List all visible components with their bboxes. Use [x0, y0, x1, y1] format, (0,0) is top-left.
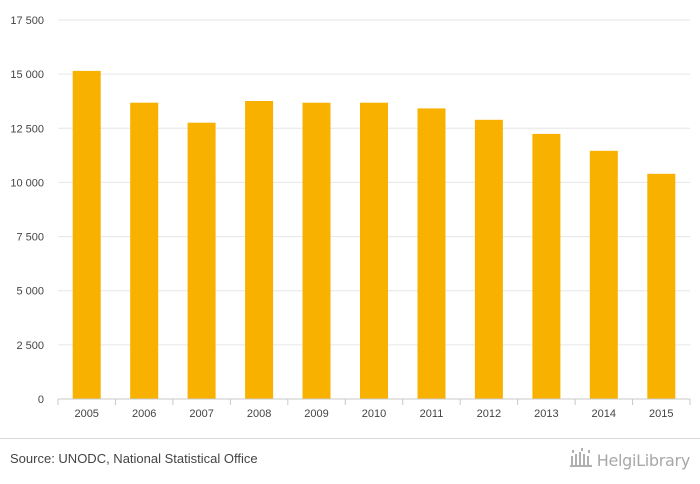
- bar-2013: [532, 133, 561, 399]
- bar-chart: 0 2 500 5 000 7 500 10 000 12 500 15 000 17 500…: [10, 15, 691, 420]
- bar-2008: [245, 101, 274, 399]
- x-axis-ticks: 2005 2006 2007 2008 2009 2010 2011 2012 2013 2014…: [57, 399, 691, 420]
- footer: Source: UNODC, National Statistical Offi…: [0, 438, 700, 484]
- y-tick-label: 17 500: [10, 15, 44, 27]
- bar-2010: [360, 102, 388, 399]
- y-tick-label: 5 000: [16, 286, 44, 298]
- y-axis-ticks: 0 2 500 5 000 7 500 10 000 12 500 15 000 17 500: [10, 15, 44, 406]
- brand-name: HelgiLibrary: [596, 451, 691, 470]
- x-tick-label: 2010: [362, 408, 386, 420]
- bars: [72, 70, 676, 400]
- x-tick-label: 2005: [74, 408, 98, 420]
- source-text: Source: UNODC, National Statistical Offi…: [10, 451, 258, 466]
- y-tick-label: 10 000: [10, 177, 44, 189]
- bar-2007: [187, 122, 216, 399]
- x-tick-label: 2015: [649, 408, 673, 420]
- x-tick-label: 2008: [247, 408, 271, 420]
- library-building-icon: [569, 448, 593, 473]
- x-tick-label: 2006: [132, 408, 156, 420]
- x-tick-label: 2011: [420, 408, 444, 420]
- y-tick-label: 7 500: [16, 232, 44, 244]
- y-tick-label: 0: [38, 394, 44, 406]
- bar-2014: [589, 150, 618, 399]
- bar-2005: [72, 70, 101, 400]
- bar-2006: [130, 102, 159, 399]
- x-tick-label: 2012: [477, 408, 501, 420]
- x-tick-label: 2013: [534, 408, 558, 420]
- bar-2009: [302, 102, 331, 399]
- bar-2011: [417, 108, 446, 400]
- x-tick-label: 2009: [304, 408, 328, 420]
- y-tick-label: 2 500: [16, 340, 44, 352]
- y-tick-label: 12 500: [10, 123, 44, 135]
- x-tick-label: 2007: [189, 408, 213, 420]
- bar-2015: [647, 173, 676, 399]
- bar-2012: [474, 119, 503, 400]
- x-tick-label: 2014: [592, 408, 616, 420]
- brand-logo: HelgiLibrary: [569, 448, 690, 473]
- y-tick-label: 15 000: [10, 69, 44, 81]
